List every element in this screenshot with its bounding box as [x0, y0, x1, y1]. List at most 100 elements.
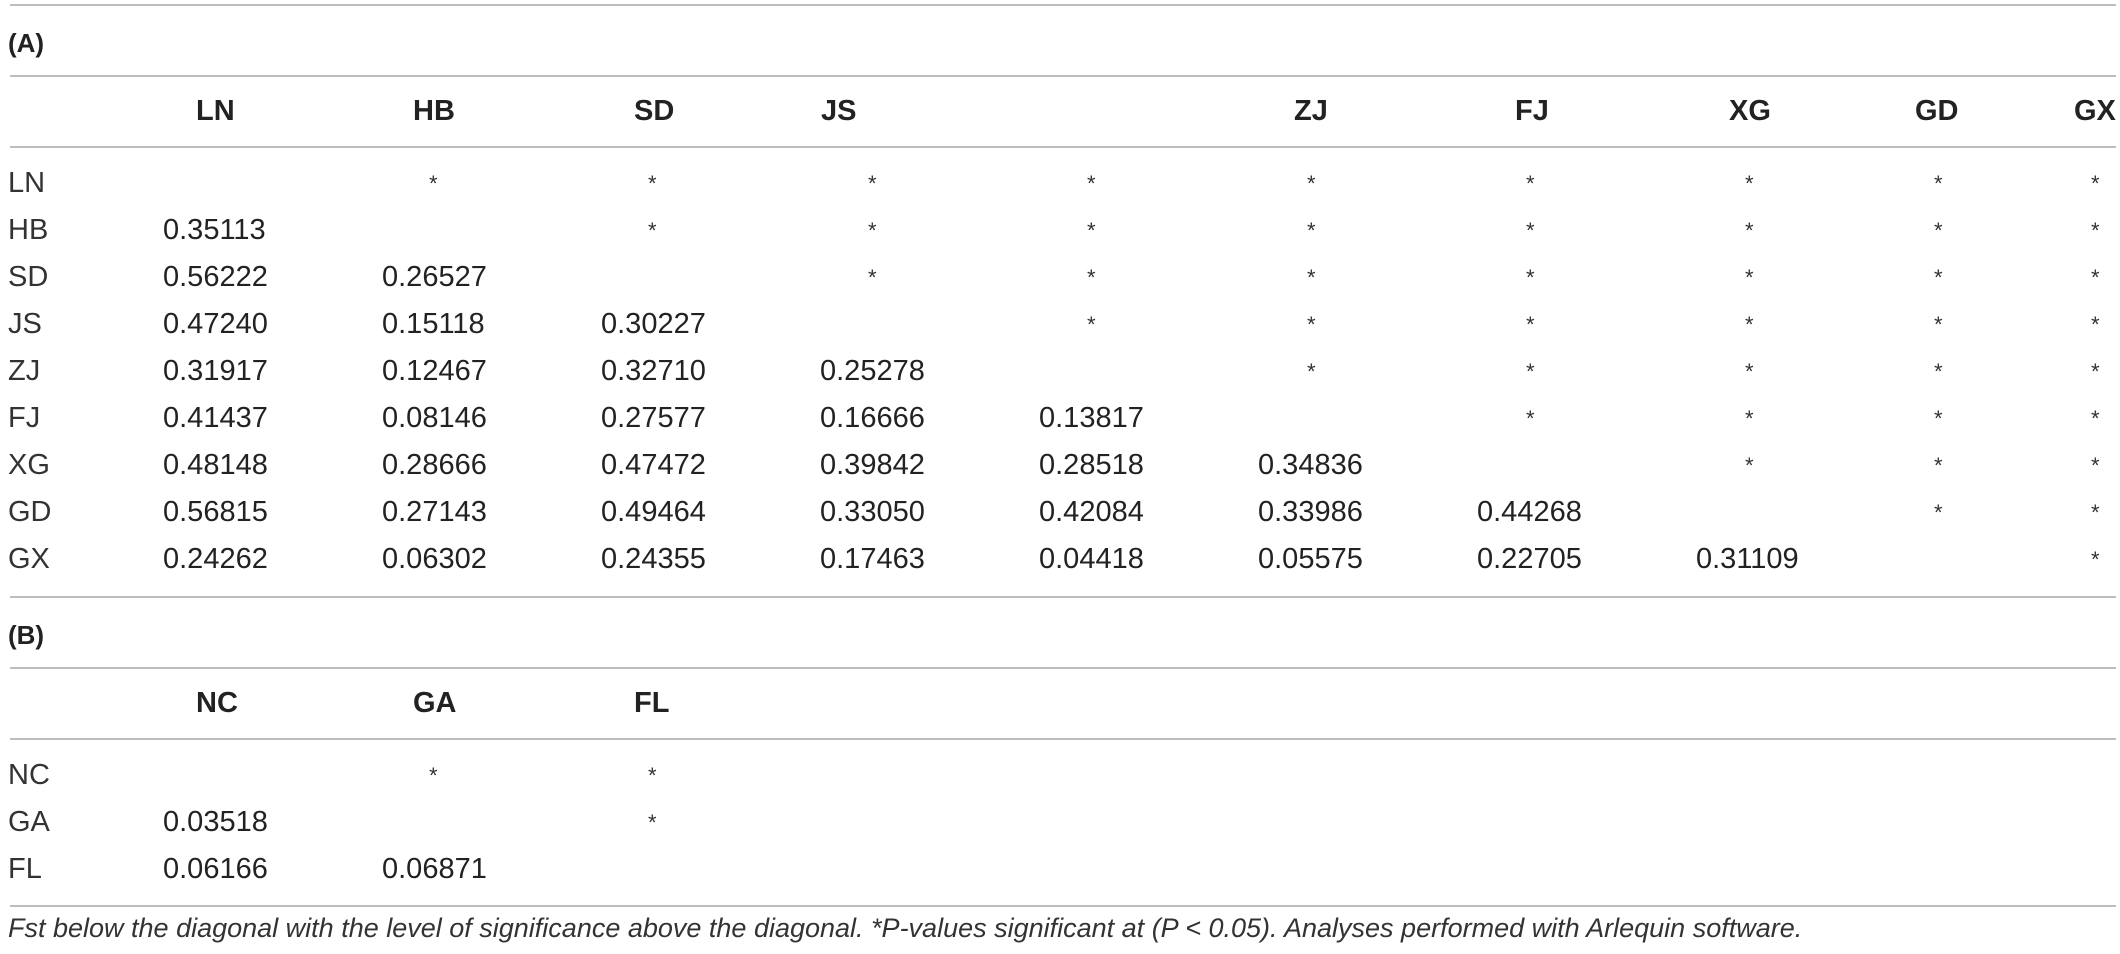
significance-mark: *: [2091, 171, 2100, 196]
significance-mark: *: [1526, 265, 1535, 290]
row-header: FJ: [8, 402, 41, 434]
fst-value: 0.31917: [163, 355, 268, 387]
fst-value: 0.49464: [601, 496, 706, 528]
fst-value: 0.48148: [163, 449, 268, 481]
fst-value: 0.27143: [382, 496, 487, 528]
fst-value: 0.27577: [601, 402, 706, 434]
fst-value: 0.28666: [382, 449, 487, 481]
significance-mark: *: [1745, 265, 1754, 290]
significance-mark: *: [2091, 500, 2100, 525]
table-row: NC * *: [0, 752, 2120, 799]
row-header: GD: [8, 496, 52, 528]
fst-value: 0.56222: [163, 261, 268, 293]
section-a-bottom-rule: [10, 596, 2116, 598]
section-b-header-row: NC GA FL: [0, 680, 2120, 727]
fst-value: 0.42084: [1039, 496, 1144, 528]
significance-mark: *: [1307, 171, 1316, 196]
significance-mark: *: [648, 218, 657, 243]
column-header: JS: [821, 95, 857, 127]
table-row: HB 0.35113 * * * * * * * *: [0, 207, 2120, 254]
column-header: FJ: [1515, 95, 1549, 127]
significance-mark: *: [1745, 406, 1754, 431]
significance-mark: *: [868, 171, 877, 196]
fst-value: 0.17463: [820, 543, 925, 575]
significance-mark: *: [2091, 406, 2100, 431]
row-header: SD: [8, 261, 49, 293]
fst-value: 0.15118: [382, 308, 485, 340]
fst-value: 0.33986: [1258, 496, 1363, 528]
column-header: SD: [634, 95, 675, 127]
significance-mark: *: [2091, 265, 2100, 290]
significance-mark: *: [648, 171, 657, 196]
fst-value: 0.56815: [163, 496, 268, 528]
row-header: XG: [8, 449, 50, 481]
significance-mark: *: [1526, 406, 1535, 431]
significance-mark: *: [1745, 453, 1754, 478]
significance-mark: *: [1934, 359, 1943, 384]
row-header: GA: [8, 806, 50, 838]
significance-mark: *: [1745, 359, 1754, 384]
fst-value: 0.08146: [382, 402, 487, 434]
significance-mark: *: [648, 763, 657, 788]
significance-mark: *: [1526, 171, 1535, 196]
section-b-label: (B): [8, 620, 45, 650]
significance-mark: *: [648, 810, 657, 835]
significance-mark: *: [429, 763, 438, 788]
significance-mark: *: [2091, 359, 2100, 384]
significance-mark: *: [1745, 218, 1754, 243]
row-header: JS: [8, 308, 42, 340]
significance-mark: *: [868, 265, 877, 290]
row-header: LN: [8, 167, 46, 199]
fst-value: 0.03518: [163, 806, 268, 838]
fst-value: 0.06166: [163, 853, 268, 885]
table-row: GD 0.56815 0.27143 0.49464 0.33050 0.420…: [0, 489, 2120, 536]
column-header: GA: [413, 687, 457, 719]
fst-value: 0.30227: [601, 308, 706, 340]
row-header: HB: [8, 214, 49, 246]
section-a-label: (A): [8, 28, 45, 58]
fst-value: 0.24355: [601, 543, 706, 575]
fst-value: 0.41437: [163, 402, 268, 434]
significance-mark: *: [1934, 265, 1943, 290]
significance-mark: *: [1934, 312, 1943, 337]
column-header: GX: [2074, 95, 2116, 127]
section-a-header-rule: [10, 75, 2116, 77]
table-row: JS 0.47240 0.15118 0.30227 * * * * * *: [0, 301, 2120, 348]
fst-value: 0.35113: [163, 214, 266, 246]
significance-mark: *: [429, 171, 438, 196]
fst-value: 0.32710: [601, 355, 706, 387]
table-row: ZJ 0.31917 0.12467 0.32710 0.25278 * * *…: [0, 348, 2120, 395]
significance-mark: *: [2091, 312, 2100, 337]
section-b-column-rule: [10, 738, 2116, 740]
significance-mark: *: [1307, 218, 1316, 243]
section-a-header-row: LN HB SD JS ZJ FJ XG GD GX: [0, 88, 2120, 135]
fst-value: 0.26527: [382, 261, 487, 293]
significance-mark: *: [1307, 265, 1316, 290]
fst-value: 0.16666: [820, 402, 925, 434]
significance-mark: *: [1934, 406, 1943, 431]
significance-mark: *: [1087, 218, 1096, 243]
fst-value: 0.06871: [382, 853, 487, 885]
fst-value: 0.25278: [820, 355, 925, 387]
row-header: GX: [8, 543, 50, 575]
fst-value: 0.05575: [1258, 543, 1363, 575]
significance-mark: *: [868, 218, 877, 243]
table-row: GA 0.03518 *: [0, 799, 2120, 846]
significance-mark: *: [2091, 218, 2100, 243]
column-header: FL: [634, 687, 670, 719]
significance-mark: *: [1934, 171, 1943, 196]
significance-mark: *: [1934, 218, 1943, 243]
section-a-column-rule: [10, 146, 2116, 148]
fst-value: 0.39842: [820, 449, 925, 481]
table-row: FL 0.06166 0.06871: [0, 846, 2120, 893]
fst-value: 0.22705: [1477, 543, 1582, 575]
section-b-header-rule: [10, 667, 2116, 669]
fst-value: 0.47240: [163, 308, 268, 340]
row-header: ZJ: [8, 355, 41, 387]
significance-mark: *: [2091, 547, 2100, 572]
significance-mark: *: [1745, 312, 1754, 337]
table-row: LN * * * * * * * * *: [0, 160, 2120, 207]
table-footnote: Fst below the diagonal with the level of…: [8, 913, 1803, 943]
significance-mark: *: [1934, 500, 1943, 525]
fst-value: 0.47472: [601, 449, 706, 481]
